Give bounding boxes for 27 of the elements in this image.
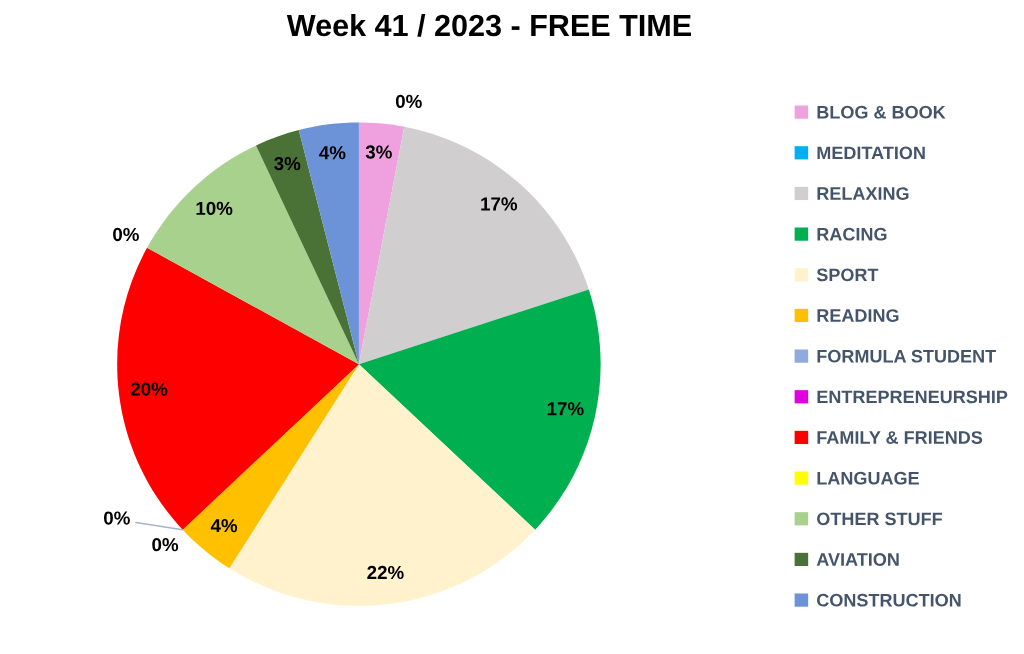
text: 0% <box>395 94 422 109</box>
data-label: 3% <box>274 156 301 171</box>
chart-title: Week 41 / 2023 - FREE TIME <box>286 13 691 37</box>
legend-label: AVIATION <box>816 553 899 566</box>
legend-label: RACING <box>817 227 887 241</box>
legend-label: READING <box>817 309 899 322</box>
legend-label: RELAXING <box>817 187 909 200</box>
text: 0% <box>152 538 179 552</box>
legend-label: SPORT <box>816 268 879 282</box>
legend-label: CONSTRUCTION <box>817 593 961 607</box>
data-label: 22% <box>367 565 404 580</box>
data-label: 3% <box>365 145 392 159</box>
data-label: 17% <box>547 402 584 416</box>
legend-label: BLOG & BOOK <box>817 105 946 119</box>
data-label: 10% <box>196 201 233 216</box>
legend-label: OTHER STUFF <box>817 512 943 526</box>
legend-label: MEDITATION <box>817 146 925 160</box>
legend-label: LANGUAGE <box>817 471 919 485</box>
legend-label: FAMILY & FRIENDS <box>817 431 983 444</box>
data-label: 4% <box>319 146 346 160</box>
data-label: 20% <box>130 382 168 396</box>
legend-label: FORMULA STUDENT <box>817 349 996 363</box>
data-label: 4% <box>210 519 238 533</box>
legend-label: ENTREPRENEURSHIP <box>817 390 1008 404</box>
text: 0% <box>113 227 139 242</box>
data-label: 17% <box>481 197 518 211</box>
text: 0% <box>104 511 130 525</box>
